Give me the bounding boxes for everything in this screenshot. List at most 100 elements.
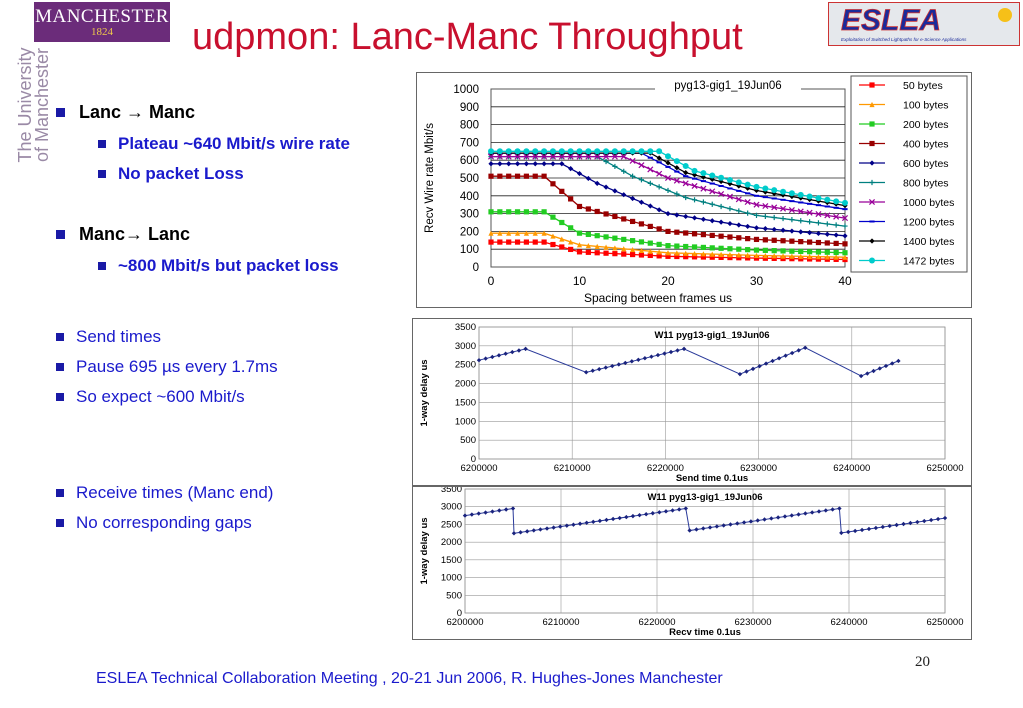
y-tick-label: 2500 <box>441 519 462 530</box>
series-marker <box>797 191 804 198</box>
series-marker <box>487 153 495 160</box>
delay-point <box>490 354 495 360</box>
series-marker <box>745 247 751 253</box>
series-marker <box>523 239 529 245</box>
series-marker <box>656 226 662 232</box>
legend-label: 1200 bytes <box>903 217 954 229</box>
series-marker <box>700 174 706 180</box>
series-marker <box>691 254 698 260</box>
series-marker <box>523 230 529 236</box>
series-marker <box>842 254 848 260</box>
series-marker <box>603 250 609 256</box>
series-marker <box>709 232 715 239</box>
series-marker <box>488 239 494 245</box>
series-marker <box>780 248 786 254</box>
legend-box <box>850 75 968 273</box>
y-tick-label: 0 <box>457 608 462 619</box>
series-marker <box>691 197 698 203</box>
bullet-square-icon <box>98 170 106 178</box>
delay-point <box>577 521 583 526</box>
delay-point <box>762 517 767 522</box>
series-marker <box>718 178 724 185</box>
series-marker <box>576 170 583 177</box>
series-marker <box>762 185 769 192</box>
series-marker <box>559 161 565 167</box>
delay-point <box>524 529 530 534</box>
series-marker <box>497 230 503 236</box>
series-marker <box>824 254 830 260</box>
chart-title: pyg13-gig1_19Jun06 <box>674 80 781 92</box>
bullet-text: Plateau ~640 Mbit/s wire rate <box>118 134 350 153</box>
delay-point <box>516 348 522 353</box>
series-marker <box>621 168 627 174</box>
series-marker <box>744 181 751 188</box>
bullet-plateau: Plateau ~640 Mbit/s wire rate <box>98 134 350 154</box>
series-marker <box>647 252 653 259</box>
bullet-square-icon <box>56 363 64 371</box>
series-marker <box>647 203 653 209</box>
series-marker <box>664 174 672 182</box>
series-marker <box>612 251 618 257</box>
series-marker <box>683 254 689 260</box>
series-marker <box>691 250 698 257</box>
series-marker <box>506 173 512 179</box>
series-marker <box>833 240 839 247</box>
legend-swatch-marker <box>868 198 876 206</box>
series-marker <box>630 251 636 258</box>
series-marker <box>709 201 715 207</box>
series-marker <box>824 249 830 255</box>
legend-label: 400 bytes <box>903 139 949 151</box>
series-marker <box>505 153 512 160</box>
delay-point <box>809 510 815 515</box>
series-marker <box>789 248 795 254</box>
series-marker <box>594 208 600 215</box>
x-tick-label: 6250000 <box>927 463 964 474</box>
delay-point <box>462 513 468 518</box>
delay-point <box>670 508 675 513</box>
bullet-expect: So expect ~600 Mbit/s <box>56 387 245 407</box>
series-marker <box>745 255 751 261</box>
bullet-receive: Receive times (Manc end) <box>56 483 273 503</box>
series-marker <box>700 254 706 260</box>
series-marker <box>753 201 760 208</box>
series-marker <box>576 148 583 155</box>
series-marker <box>735 179 742 186</box>
delay-point <box>694 527 699 532</box>
eslea-logo-graphic: ESLEA Exploitation of Switched Lightpath… <box>841 4 1012 42</box>
bullet-manc-lanc: Manc→ Lanc <box>56 224 190 245</box>
series-marker <box>753 255 760 261</box>
series-marker <box>718 203 724 210</box>
x-tick-label: 6220000 <box>647 463 684 474</box>
series-marker <box>806 193 813 200</box>
series-marker <box>762 189 768 195</box>
y-tick-label: 1500 <box>441 555 462 566</box>
series-marker <box>726 193 733 200</box>
chart-title: W11 pyg13-gig1_19Jun06 <box>647 492 762 503</box>
delay-point <box>617 515 622 521</box>
series-marker <box>603 153 610 160</box>
series-marker <box>638 162 645 169</box>
series-marker <box>550 161 556 167</box>
series-marker <box>824 221 830 227</box>
series-marker <box>620 153 627 160</box>
delay-point <box>668 349 674 355</box>
x-axis-label: Recv time 0.1us <box>669 627 741 638</box>
delay-point <box>496 353 502 358</box>
series-marker <box>603 234 609 240</box>
delay-point <box>510 506 516 511</box>
delay-point <box>558 524 563 529</box>
eslea-logo-text: ESLEA <box>841 4 941 37</box>
series-marker <box>842 250 848 256</box>
series-marker <box>709 251 715 257</box>
bullet-text: No corresponding gaps <box>76 513 252 532</box>
delay-point <box>655 352 661 358</box>
series-marker <box>691 172 698 178</box>
delay-point <box>901 521 906 527</box>
series-marker <box>745 236 751 242</box>
series-marker <box>842 199 848 206</box>
series-marker <box>762 255 768 261</box>
series-marker <box>638 239 645 245</box>
series-marker <box>798 239 804 245</box>
series-marker <box>788 190 795 197</box>
series-marker <box>638 199 645 205</box>
